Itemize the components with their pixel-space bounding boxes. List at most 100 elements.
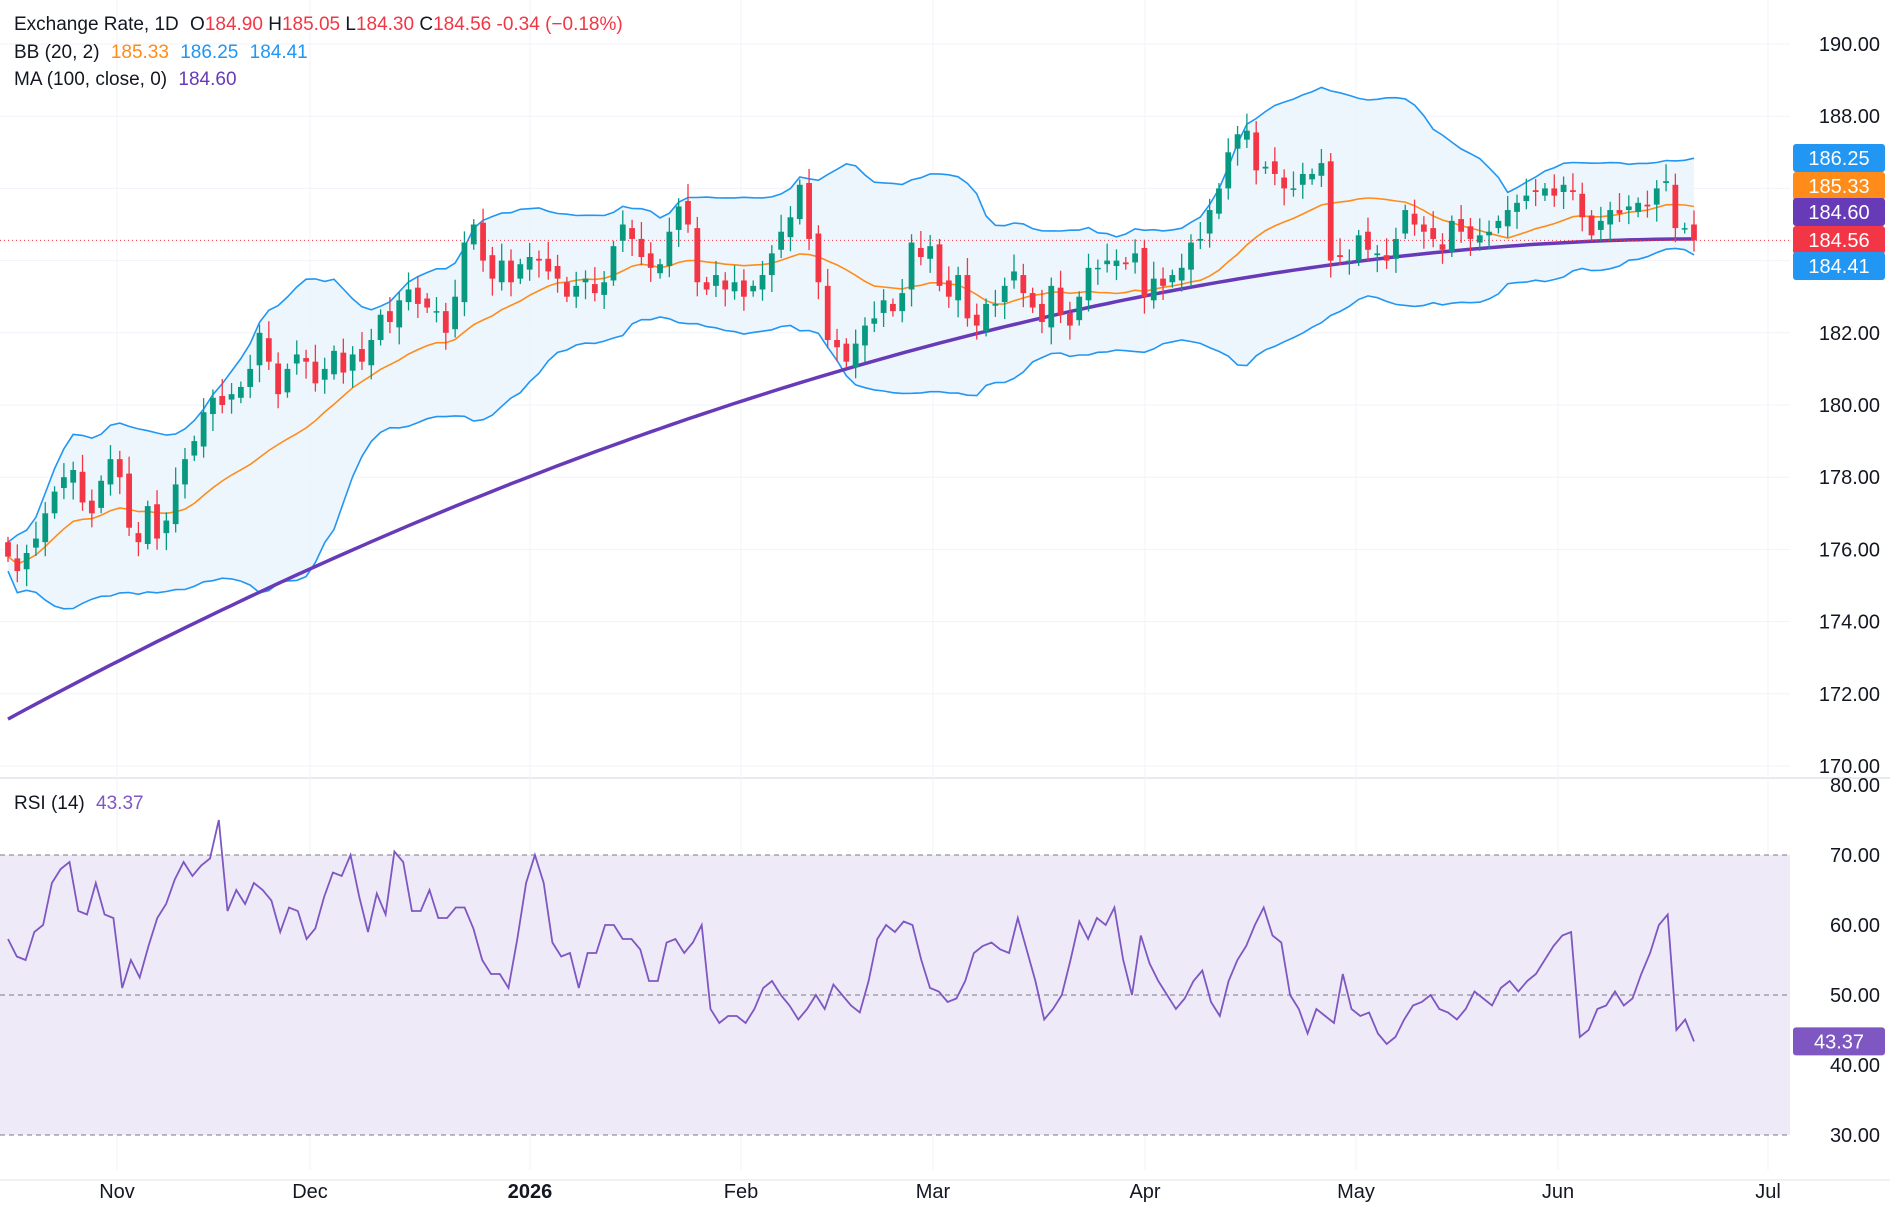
candle[interactable] — [1029, 287, 1036, 313]
candle[interactable] — [852, 329, 859, 379]
candle[interactable] — [377, 309, 384, 346]
candle[interactable] — [834, 328, 840, 362]
candle[interactable] — [573, 271, 580, 308]
candle[interactable] — [237, 381, 244, 404]
candle[interactable] — [33, 521, 39, 556]
candle[interactable] — [14, 544, 21, 583]
candle[interactable] — [1458, 205, 1465, 243]
candle[interactable] — [442, 302, 449, 350]
candle[interactable] — [1141, 239, 1148, 314]
candle[interactable] — [480, 208, 486, 272]
candle[interactable] — [1504, 195, 1511, 238]
candle[interactable] — [787, 206, 794, 252]
candle[interactable] — [1327, 153, 1334, 278]
candle[interactable] — [414, 276, 421, 318]
time-axis[interactable]: Nov Dec 2026 Feb Mar Apr May Jun Jul — [99, 1181, 1781, 1203]
candle[interactable] — [666, 217, 673, 278]
candle[interactable] — [917, 230, 924, 266]
candle[interactable] — [750, 280, 757, 297]
candle[interactable] — [1197, 221, 1204, 250]
candle[interactable] — [452, 279, 459, 338]
candle[interactable] — [1579, 182, 1586, 232]
candle[interactable] — [51, 486, 58, 519]
candle[interactable] — [1132, 239, 1138, 274]
candle[interactable] — [936, 238, 943, 292]
candle[interactable] — [871, 301, 878, 333]
candle[interactable] — [1383, 238, 1390, 269]
candle[interactable] — [1514, 194, 1520, 229]
candle[interactable] — [331, 345, 337, 380]
candle[interactable] — [731, 265, 738, 300]
candle[interactable] — [1178, 253, 1185, 292]
candle[interactable] — [1374, 245, 1381, 273]
candle[interactable] — [703, 276, 710, 295]
candle[interactable] — [70, 461, 77, 500]
candle[interactable] — [778, 214, 785, 259]
candle[interactable] — [591, 267, 598, 302]
candle[interactable] — [964, 258, 971, 327]
candle[interactable] — [796, 179, 803, 225]
candle[interactable] — [424, 293, 431, 313]
candle[interactable] — [610, 240, 617, 286]
candle[interactable] — [880, 289, 887, 328]
candle[interactable] — [1616, 193, 1623, 222]
candle[interactable] — [1430, 211, 1437, 248]
candle[interactable] — [1104, 243, 1111, 273]
candle[interactable] — [1411, 199, 1418, 236]
candle[interactable] — [1281, 169, 1288, 206]
candle[interactable] — [470, 219, 477, 250]
candle[interactable] — [116, 450, 123, 495]
candle[interactable] — [461, 231, 468, 317]
candle[interactable] — [1495, 215, 1502, 234]
candle[interactable] — [983, 298, 989, 337]
candle[interactable] — [647, 242, 654, 282]
candle[interactable] — [321, 357, 328, 394]
candle[interactable] — [228, 382, 235, 414]
candle[interactable] — [61, 463, 67, 500]
candle[interactable] — [685, 184, 691, 233]
candle[interactable] — [759, 260, 766, 301]
candle[interactable] — [284, 363, 291, 398]
candle[interactable] — [154, 490, 160, 550]
candle[interactable] — [694, 216, 701, 297]
candle[interactable] — [992, 289, 999, 317]
candle[interactable] — [973, 303, 980, 340]
candle[interactable] — [293, 340, 300, 375]
candle[interactable] — [1169, 269, 1176, 288]
candle[interactable] — [1346, 249, 1353, 275]
candle[interactable] — [657, 258, 663, 279]
candle[interactable] — [1542, 182, 1548, 202]
candle[interactable] — [824, 268, 831, 349]
candle[interactable] — [1355, 229, 1362, 267]
candle[interactable] — [498, 243, 505, 291]
candle[interactable] — [629, 219, 635, 256]
candle[interactable] — [1635, 197, 1641, 218]
candle[interactable] — [899, 279, 906, 323]
candle[interactable] — [1206, 198, 1213, 248]
candle[interactable] — [1113, 249, 1120, 281]
candle[interactable] — [433, 297, 440, 323]
candle[interactable] — [517, 258, 524, 285]
candle[interactable] — [1057, 270, 1064, 324]
candle[interactable] — [1597, 206, 1604, 242]
candle[interactable] — [862, 317, 868, 363]
candle[interactable] — [1094, 259, 1101, 285]
candle[interactable] — [256, 324, 263, 383]
candle[interactable] — [927, 234, 934, 273]
candle[interactable] — [23, 544, 30, 587]
candle[interactable] — [396, 292, 403, 345]
candle[interactable] — [1420, 216, 1427, 249]
candle[interactable] — [890, 298, 896, 317]
candle[interactable] — [1560, 176, 1567, 209]
candle[interactable] — [182, 447, 188, 499]
candle[interactable] — [582, 270, 589, 300]
candle[interactable] — [1402, 204, 1409, 239]
candle[interactable] — [144, 500, 151, 550]
candle[interactable] — [1216, 182, 1222, 220]
candle[interactable] — [740, 269, 747, 311]
candle[interactable] — [79, 454, 86, 511]
ma-legend-row[interactable]: MA (100, close, 0) 184.60 — [14, 69, 243, 91]
candle[interactable] — [1588, 210, 1595, 241]
candle[interactable] — [1001, 277, 1008, 320]
